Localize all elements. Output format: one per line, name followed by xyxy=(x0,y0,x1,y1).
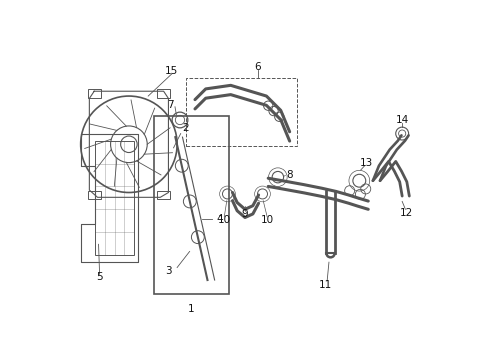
Bar xyxy=(154,116,229,294)
Bar xyxy=(95,141,134,255)
Text: 9: 9 xyxy=(242,209,248,219)
Text: 3: 3 xyxy=(165,266,172,276)
Text: 1: 1 xyxy=(188,303,195,314)
Text: 6: 6 xyxy=(254,63,261,72)
Bar xyxy=(88,89,100,98)
Text: 14: 14 xyxy=(395,115,409,125)
Text: 7: 7 xyxy=(168,100,174,110)
Bar xyxy=(186,78,297,146)
Text: 8: 8 xyxy=(286,170,293,180)
Text: 10: 10 xyxy=(261,215,274,225)
Text: 5: 5 xyxy=(97,272,103,282)
Text: 11: 11 xyxy=(319,280,332,290)
Bar xyxy=(88,191,100,199)
Text: 2: 2 xyxy=(183,123,189,133)
Bar xyxy=(157,191,170,199)
Text: 4: 4 xyxy=(217,214,223,224)
Text: 10: 10 xyxy=(218,215,231,225)
Text: 12: 12 xyxy=(400,208,413,218)
Text: 13: 13 xyxy=(360,158,373,168)
Bar xyxy=(157,89,170,98)
Text: 15: 15 xyxy=(165,66,178,76)
